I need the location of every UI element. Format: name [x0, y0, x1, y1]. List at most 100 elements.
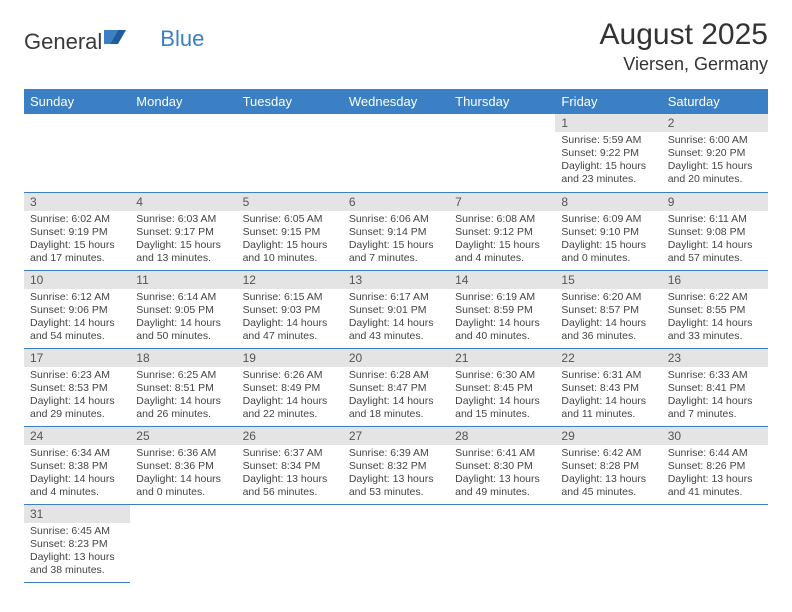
- day-details: Sunrise: 6:08 AMSunset: 9:12 PMDaylight:…: [449, 211, 555, 269]
- calendar-cell: 4Sunrise: 6:03 AMSunset: 9:17 PMDaylight…: [130, 192, 236, 270]
- day-details: Sunrise: 6:45 AMSunset: 8:23 PMDaylight:…: [24, 523, 130, 581]
- day-details: Sunrise: 6:22 AMSunset: 8:55 PMDaylight:…: [662, 289, 768, 347]
- detail-line: Sunset: 9:22 PM: [561, 147, 655, 160]
- calendar-cell: 27Sunrise: 6:39 AMSunset: 8:32 PMDayligh…: [343, 426, 449, 504]
- day-number: 22: [555, 349, 661, 367]
- detail-line: Daylight: 13 hours: [668, 473, 762, 486]
- logo-text-blue: Blue: [160, 26, 204, 52]
- calendar-cell-empty: [237, 114, 343, 192]
- day-details: Sunrise: 6:33 AMSunset: 8:41 PMDaylight:…: [662, 367, 768, 425]
- detail-line: Daylight: 13 hours: [349, 473, 443, 486]
- detail-line: Sunrise: 6:42 AM: [561, 447, 655, 460]
- calendar-cell: 20Sunrise: 6:28 AMSunset: 8:47 PMDayligh…: [343, 348, 449, 426]
- calendar-cell-empty: [237, 504, 343, 582]
- calendar-cell: 26Sunrise: 6:37 AMSunset: 8:34 PMDayligh…: [237, 426, 343, 504]
- detail-line: Daylight: 15 hours: [30, 239, 124, 252]
- detail-line: Sunrise: 6:31 AM: [561, 369, 655, 382]
- detail-line: Sunrise: 6:15 AM: [243, 291, 337, 304]
- detail-line: and 36 minutes.: [561, 330, 655, 343]
- detail-line: and 41 minutes.: [668, 486, 762, 499]
- detail-line: Daylight: 14 hours: [243, 395, 337, 408]
- calendar-cell: 23Sunrise: 6:33 AMSunset: 8:41 PMDayligh…: [662, 348, 768, 426]
- day-details: Sunrise: 6:36 AMSunset: 8:36 PMDaylight:…: [130, 445, 236, 503]
- detail-line: Sunrise: 6:30 AM: [455, 369, 549, 382]
- day-number: 30: [662, 427, 768, 445]
- detail-line: Sunset: 9:17 PM: [136, 226, 230, 239]
- weekday-header: Saturday: [662, 89, 768, 114]
- day-number: 28: [449, 427, 555, 445]
- detail-line: Sunset: 8:57 PM: [561, 304, 655, 317]
- day-details: Sunrise: 6:12 AMSunset: 9:06 PMDaylight:…: [24, 289, 130, 347]
- detail-line: Sunset: 8:55 PM: [668, 304, 762, 317]
- day-number: 10: [24, 271, 130, 289]
- detail-line: Daylight: 15 hours: [455, 239, 549, 252]
- detail-line: Sunrise: 6:19 AM: [455, 291, 549, 304]
- detail-line: Daylight: 14 hours: [30, 395, 124, 408]
- detail-line: Sunset: 9:12 PM: [455, 226, 549, 239]
- day-details: Sunrise: 6:05 AMSunset: 9:15 PMDaylight:…: [237, 211, 343, 269]
- detail-line: Sunset: 8:53 PM: [30, 382, 124, 395]
- detail-line: Daylight: 13 hours: [243, 473, 337, 486]
- day-number: 21: [449, 349, 555, 367]
- detail-line: Sunset: 8:49 PM: [243, 382, 337, 395]
- detail-line: Sunset: 8:23 PM: [30, 538, 124, 551]
- header: General Blue August 2025 Viersen, German…: [24, 18, 768, 75]
- detail-line: Sunrise: 6:23 AM: [30, 369, 124, 382]
- detail-line: Daylight: 14 hours: [136, 317, 230, 330]
- day-details: Sunrise: 6:44 AMSunset: 8:26 PMDaylight:…: [662, 445, 768, 503]
- detail-line: Sunrise: 6:26 AM: [243, 369, 337, 382]
- day-number: 14: [449, 271, 555, 289]
- detail-line: Sunset: 9:08 PM: [668, 226, 762, 239]
- calendar-row: 10Sunrise: 6:12 AMSunset: 9:06 PMDayligh…: [24, 270, 768, 348]
- weekday-header: Sunday: [24, 89, 130, 114]
- detail-line: Sunrise: 6:08 AM: [455, 213, 549, 226]
- detail-line: Sunset: 8:47 PM: [349, 382, 443, 395]
- weekday-header: Friday: [555, 89, 661, 114]
- detail-line: Sunrise: 6:00 AM: [668, 134, 762, 147]
- detail-line: Sunset: 9:06 PM: [30, 304, 124, 317]
- weekday-header: Tuesday: [237, 89, 343, 114]
- day-details: Sunrise: 6:31 AMSunset: 8:43 PMDaylight:…: [555, 367, 661, 425]
- calendar-cell: 13Sunrise: 6:17 AMSunset: 9:01 PMDayligh…: [343, 270, 449, 348]
- detail-line: Sunset: 9:20 PM: [668, 147, 762, 160]
- calendar-row: 17Sunrise: 6:23 AMSunset: 8:53 PMDayligh…: [24, 348, 768, 426]
- detail-line: Sunset: 8:41 PM: [668, 382, 762, 395]
- detail-line: Sunset: 8:36 PM: [136, 460, 230, 473]
- detail-line: Sunrise: 6:09 AM: [561, 213, 655, 226]
- detail-line: Sunset: 9:10 PM: [561, 226, 655, 239]
- calendar-cell-empty: [449, 504, 555, 582]
- detail-line: Sunrise: 6:33 AM: [668, 369, 762, 382]
- day-details: Sunrise: 6:11 AMSunset: 9:08 PMDaylight:…: [662, 211, 768, 269]
- detail-line: Sunset: 9:19 PM: [30, 226, 124, 239]
- calendar-cell: 3Sunrise: 6:02 AMSunset: 9:19 PMDaylight…: [24, 192, 130, 270]
- detail-line: and 38 minutes.: [30, 564, 124, 577]
- calendar-cell: 25Sunrise: 6:36 AMSunset: 8:36 PMDayligh…: [130, 426, 236, 504]
- day-number: 27: [343, 427, 449, 445]
- calendar-cell: 22Sunrise: 6:31 AMSunset: 8:43 PMDayligh…: [555, 348, 661, 426]
- calendar-cell: 19Sunrise: 6:26 AMSunset: 8:49 PMDayligh…: [237, 348, 343, 426]
- detail-line: Daylight: 13 hours: [30, 551, 124, 564]
- detail-line: Sunset: 8:43 PM: [561, 382, 655, 395]
- detail-line: Daylight: 14 hours: [561, 317, 655, 330]
- page-title: August 2025: [600, 18, 768, 52]
- calendar-cell-empty: [555, 504, 661, 582]
- day-number: 26: [237, 427, 343, 445]
- detail-line: Sunset: 8:30 PM: [455, 460, 549, 473]
- detail-line: and 13 minutes.: [136, 252, 230, 265]
- detail-line: and 29 minutes.: [30, 408, 124, 421]
- day-details: Sunrise: 6:09 AMSunset: 9:10 PMDaylight:…: [555, 211, 661, 269]
- title-block: August 2025 Viersen, Germany: [600, 18, 768, 75]
- day-number: 19: [237, 349, 343, 367]
- detail-line: Sunrise: 6:44 AM: [668, 447, 762, 460]
- detail-line: Sunset: 9:05 PM: [136, 304, 230, 317]
- day-number: 6: [343, 193, 449, 211]
- detail-line: Sunrise: 6:36 AM: [136, 447, 230, 460]
- day-details: Sunrise: 6:23 AMSunset: 8:53 PMDaylight:…: [24, 367, 130, 425]
- detail-line: and 47 minutes.: [243, 330, 337, 343]
- day-details: Sunrise: 6:15 AMSunset: 9:03 PMDaylight:…: [237, 289, 343, 347]
- day-details: Sunrise: 6:28 AMSunset: 8:47 PMDaylight:…: [343, 367, 449, 425]
- day-details: Sunrise: 6:26 AMSunset: 8:49 PMDaylight:…: [237, 367, 343, 425]
- calendar-cell: 6Sunrise: 6:06 AMSunset: 9:14 PMDaylight…: [343, 192, 449, 270]
- day-details: Sunrise: 6:00 AMSunset: 9:20 PMDaylight:…: [662, 132, 768, 190]
- calendar-cell-empty: [130, 114, 236, 192]
